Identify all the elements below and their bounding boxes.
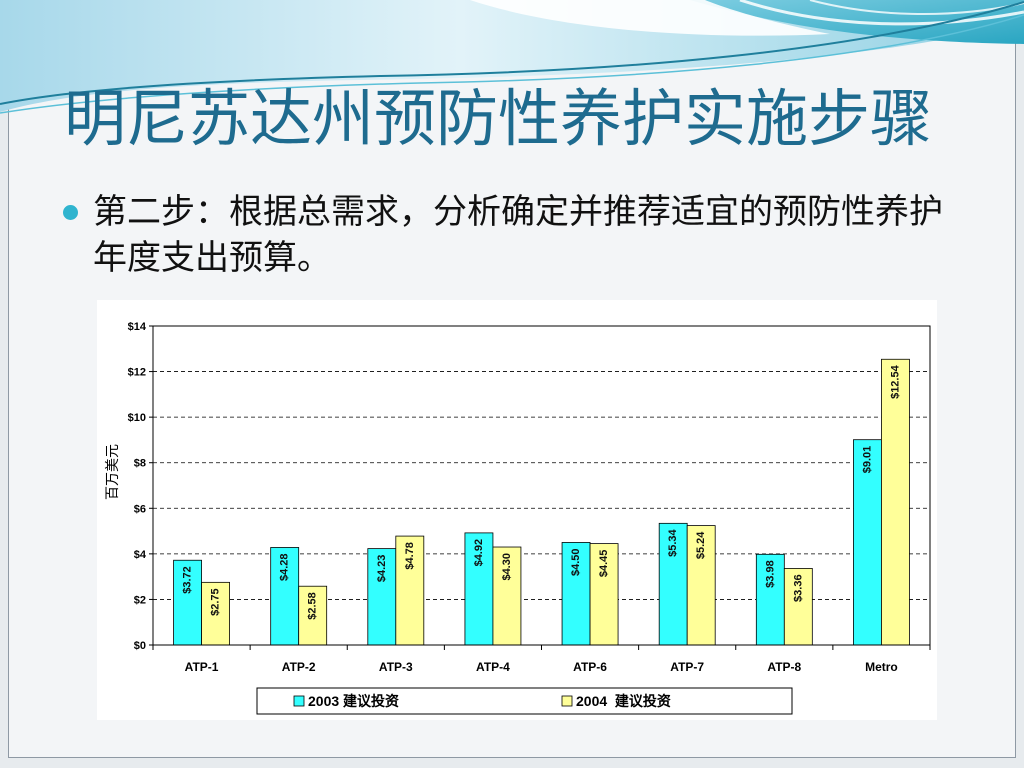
category-label: ATP-7 xyxy=(670,660,704,674)
y-tick-label: $4 xyxy=(134,549,147,561)
y-tick-label: $14 xyxy=(128,321,147,333)
y-tick-label: $0 xyxy=(134,640,146,652)
value-label: $3.72 xyxy=(182,566,194,594)
bar-s2-atp-2 xyxy=(298,585,328,646)
bar-s2-atp-3 xyxy=(395,535,425,646)
chart-panel: $0 $2 $4 $6 $8 $10 $12 $14 $3.72 $2.75 ATP-1 $4.28 $… xyxy=(97,300,937,720)
legend-swatch xyxy=(561,695,573,707)
bar-s2-atp-7 xyxy=(686,525,716,646)
value-label: $4.78 xyxy=(404,542,416,570)
bar-chart: $0 $2 $4 $6 $8 $10 $12 $14 $3.72 $2.75 ATP-1 $4.28 $… xyxy=(105,321,931,715)
value-label: $4.23 xyxy=(376,555,388,583)
header-wave-streak xyxy=(809,0,1024,15)
legend-label: 2003 建议投资 xyxy=(308,693,399,709)
value-label: $9.01 xyxy=(861,446,873,474)
bar-s1-atp-7 xyxy=(658,522,688,646)
category-label: ATP-4 xyxy=(476,660,510,674)
y-tick-label: $6 xyxy=(134,503,146,515)
bar-s1-atp-8 xyxy=(755,553,785,646)
bar-s2-atp-4 xyxy=(492,546,522,646)
header-wave-decoration xyxy=(0,0,1024,114)
slide-title: 明尼苏达州预防性养护实施步骤 xyxy=(64,82,933,155)
value-label: $12.54 xyxy=(889,364,901,399)
category-label: ATP-1 xyxy=(185,660,219,674)
value-label: $4.30 xyxy=(501,553,513,581)
value-label: $4.45 xyxy=(598,550,610,578)
value-label: $2.58 xyxy=(307,592,319,620)
value-label: $5.24 xyxy=(695,531,707,559)
header-wave-line-light xyxy=(0,14,1024,114)
legend-box xyxy=(256,687,793,715)
header-wave-streak xyxy=(739,0,1024,26)
category-label: ATP-8 xyxy=(767,660,801,674)
bar-s2-atp-8 xyxy=(783,568,813,646)
legend-swatch xyxy=(293,695,305,707)
bar-s2-atp-6 xyxy=(589,543,619,646)
category-label: ATP-2 xyxy=(282,660,316,674)
legend-label: 2004 建议投资 xyxy=(576,693,671,709)
value-label: $3.98 xyxy=(764,560,776,588)
value-label: $5.34 xyxy=(667,528,679,556)
y-tick-label: $8 xyxy=(134,458,146,470)
category-label: ATP-6 xyxy=(573,660,607,674)
bullet-dot-icon xyxy=(63,205,78,220)
plot-area-border xyxy=(152,325,931,646)
bar-s1-atp-2 xyxy=(270,547,300,646)
value-label: $2.75 xyxy=(210,588,222,616)
y-axis-label: 百万美元 xyxy=(105,444,121,500)
y-tick-label: $12 xyxy=(128,367,146,379)
category-label: ATP-3 xyxy=(379,660,413,674)
header-wave-line-dark xyxy=(0,1,1024,105)
value-label: $3.36 xyxy=(792,574,804,602)
bar-s1-atp-4 xyxy=(464,532,494,646)
category-label: Metro xyxy=(865,660,898,674)
value-label: $4.28 xyxy=(279,553,291,581)
bar-s1-metro xyxy=(853,439,882,646)
header-wave-white-swoosh xyxy=(470,0,830,36)
y-tick-label: $2 xyxy=(134,594,146,606)
bar-s2-metro xyxy=(881,358,910,646)
value-label: $4.50 xyxy=(570,548,582,576)
y-tick-label: $10 xyxy=(128,412,146,424)
value-label: $4.92 xyxy=(473,539,485,567)
bar-s2-atp-1 xyxy=(201,581,230,646)
bullet-text: 第二步：根据总需求，分析确定并推荐适宜的预防性养护年度支出预算。 xyxy=(93,192,943,278)
